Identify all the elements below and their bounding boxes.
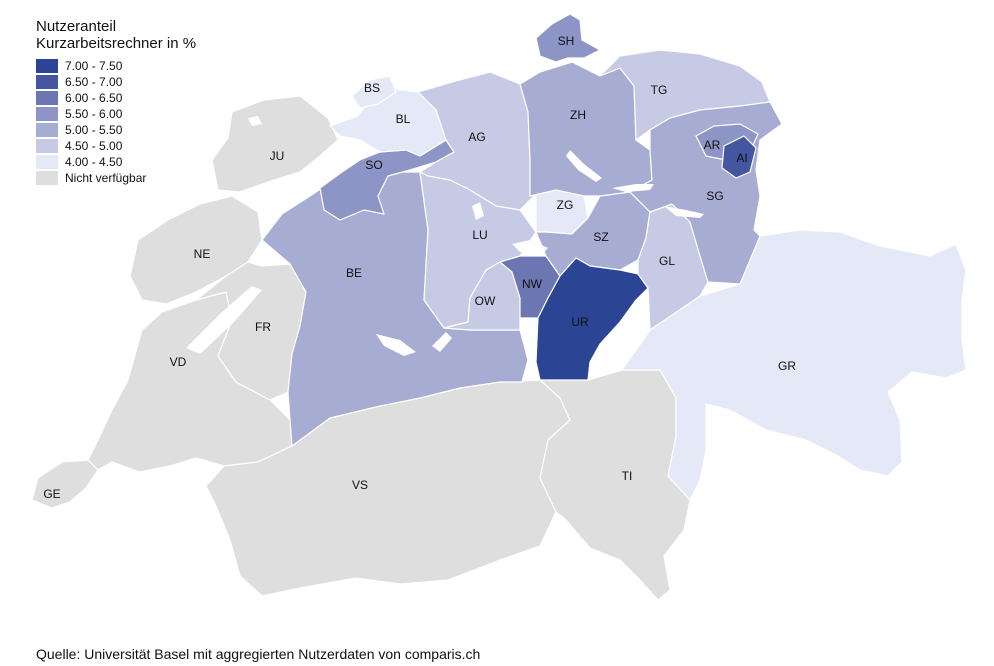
legend-items: 7.00 - 7.50 6.50 - 7.00 6.00 - 6.50 5.50…	[36, 58, 196, 186]
canton-label-sg: SG	[706, 189, 723, 203]
canton-label-gl: GL	[659, 254, 675, 268]
canton-label-ow: OW	[475, 294, 496, 308]
canton-region-ju	[211, 95, 339, 193]
legend-swatch	[36, 75, 58, 89]
canton-region-ai	[721, 135, 757, 179]
legend-title: Nutzeranteil Kurzarbeitsrechner in %	[36, 18, 196, 52]
canton-region-ti	[539, 369, 691, 601]
legend-label: 6.50 - 7.00	[65, 75, 123, 89]
canton-label-nw: NW	[522, 277, 543, 291]
canton-label-ge: GE	[43, 487, 60, 501]
lakes	[186, 116, 704, 356]
legend-swatch	[36, 107, 58, 121]
legend-item: Nicht verfügbar	[36, 170, 196, 186]
canton-region-ur	[535, 257, 649, 381]
canton-label-vd: VD	[170, 355, 187, 369]
canton-label-ju: JU	[270, 149, 285, 163]
canton-label-ti: TI	[622, 469, 633, 483]
canton-label-so: SO	[365, 158, 382, 172]
canton-label-vs: VS	[352, 478, 368, 492]
canton-label-ar: AR	[704, 138, 721, 152]
source-note: Quelle: Universität Basel mit aggregiert…	[36, 646, 481, 662]
legend-item: 6.50 - 7.00	[36, 74, 196, 90]
legend-swatch	[36, 139, 58, 153]
legend-label: 5.00 - 5.50	[65, 123, 123, 137]
canton-region-gr	[621, 229, 967, 501]
canton-region-sh	[535, 13, 601, 63]
legend-item: 5.50 - 6.00	[36, 106, 196, 122]
legend-swatch	[36, 59, 58, 73]
legend-label: 6.00 - 6.50	[65, 91, 123, 105]
legend-label: 4.00 - 4.50	[65, 155, 123, 169]
canton-region-bs	[351, 75, 397, 109]
canton-label-bs: BS	[364, 81, 380, 95]
legend-title-line1: Nutzeranteil	[36, 18, 117, 35]
legend-title-line2: Kurzarbeitsrechner in %	[36, 35, 197, 52]
legend-swatch	[36, 91, 58, 105]
canton-label-fr: FR	[255, 320, 271, 334]
legend-label: 5.50 - 6.00	[65, 107, 123, 121]
legend-swatch	[36, 171, 58, 185]
legend-swatch	[36, 123, 58, 137]
canton-label-sz: SZ	[593, 230, 608, 244]
canton-label-bl: BL	[396, 112, 411, 126]
canton-label-sh: SH	[558, 34, 575, 48]
legend-swatch	[36, 155, 58, 169]
canton-label-lu: LU	[472, 228, 487, 242]
canton-label-zg: ZG	[557, 198, 574, 212]
legend-item: 7.00 - 7.50	[36, 58, 196, 74]
legend-item: 4.50 - 5.00	[36, 138, 196, 154]
canton-label-ag: AG	[468, 130, 485, 144]
legend-label: 7.00 - 7.50	[65, 59, 123, 73]
canton-label-ur: UR	[571, 315, 589, 329]
legend-item: 6.00 - 6.50	[36, 90, 196, 106]
canton-label-zh: ZH	[570, 108, 586, 122]
canton-label-ne: NE	[194, 247, 211, 261]
legend-item: 5.00 - 5.50	[36, 122, 196, 138]
canton-label-gr: GR	[778, 359, 796, 373]
legend-item: 4.00 - 4.50	[36, 154, 196, 170]
legend-label: Nicht verfügbar	[65, 171, 147, 185]
canton-label-be: BE	[346, 266, 362, 280]
legend-label: 4.50 - 5.00	[65, 139, 123, 153]
canton-label-ai: AI	[736, 151, 747, 165]
canton-label-tg: TG	[651, 83, 668, 97]
map-legend: Nutzeranteil Kurzarbeitsrechner in % 7.0…	[36, 18, 196, 186]
canton-region-ge	[31, 459, 99, 509]
